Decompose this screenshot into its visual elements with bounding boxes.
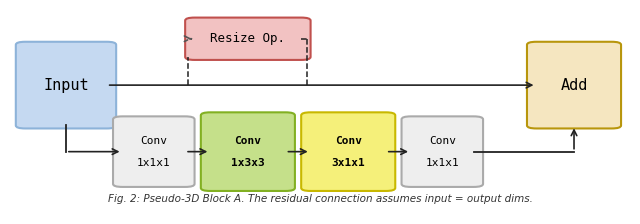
FancyBboxPatch shape — [401, 116, 483, 187]
FancyBboxPatch shape — [16, 42, 116, 129]
Text: Input: Input — [43, 78, 89, 93]
Text: 1x1x1: 1x1x1 — [137, 158, 171, 168]
Text: Conv: Conv — [335, 136, 362, 146]
Text: Conv: Conv — [234, 136, 261, 146]
FancyBboxPatch shape — [113, 116, 195, 187]
FancyBboxPatch shape — [201, 112, 295, 191]
Text: Conv: Conv — [140, 136, 167, 146]
Text: Conv: Conv — [429, 136, 456, 146]
FancyBboxPatch shape — [527, 42, 621, 129]
Text: 1x1x1: 1x1x1 — [426, 158, 459, 168]
FancyBboxPatch shape — [185, 18, 310, 60]
FancyBboxPatch shape — [301, 112, 396, 191]
Text: Resize Op.: Resize Op. — [211, 32, 285, 45]
Text: Fig. 2: Pseudo-3D Block A. The residual connection assumes input = output dims.: Fig. 2: Pseudo-3D Block A. The residual … — [108, 194, 532, 204]
Text: Add: Add — [561, 78, 588, 93]
Text: 1x3x3: 1x3x3 — [231, 158, 265, 168]
Text: 3x1x1: 3x1x1 — [332, 158, 365, 168]
